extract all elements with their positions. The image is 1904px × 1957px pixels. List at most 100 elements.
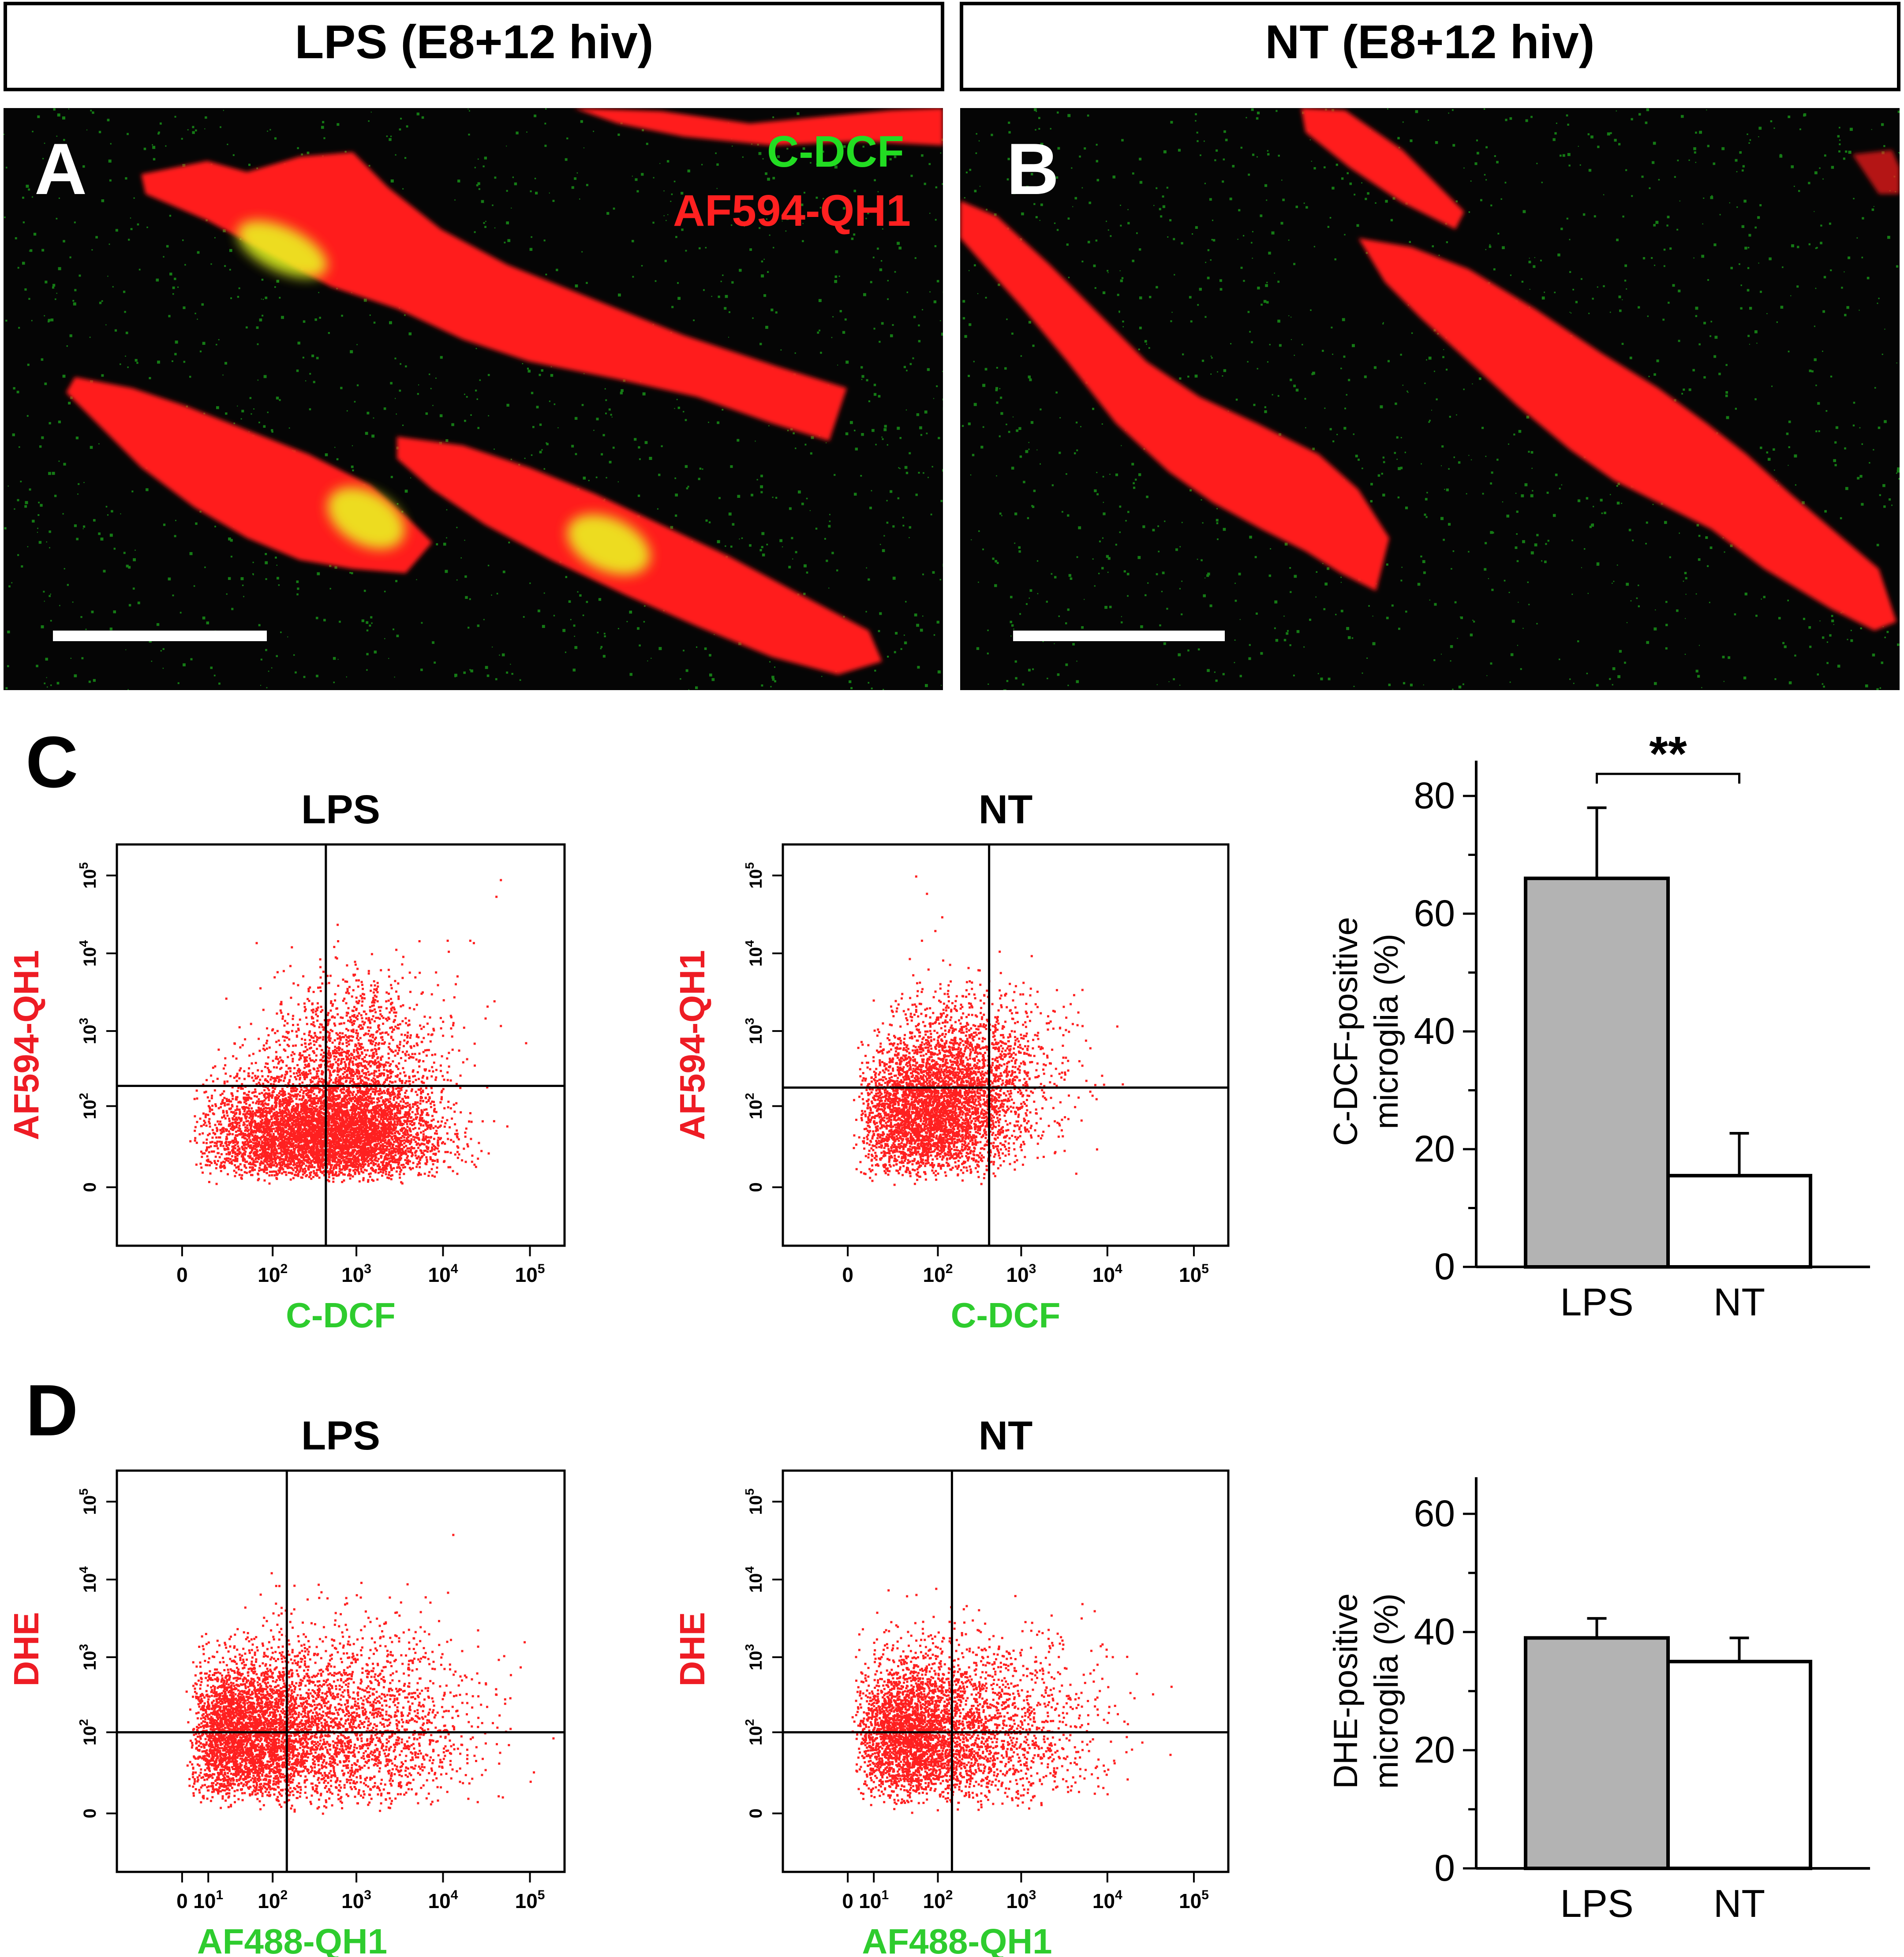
x-axis-label: AF488-QH1 xyxy=(197,1922,387,1957)
y-axis-label: AF594-QH1 xyxy=(7,950,46,1140)
scale-bar-b xyxy=(1013,631,1225,641)
bar-nt xyxy=(1666,1174,1812,1269)
y-tick-label: 20 xyxy=(1414,1128,1455,1169)
scatter-events xyxy=(185,1534,555,1815)
cell-yellow-overlap-a xyxy=(237,220,651,575)
x-axis-label: C-DCF xyxy=(951,1296,1061,1335)
scatter-events xyxy=(853,875,1124,1186)
scatter-title: LPS xyxy=(301,1413,380,1458)
y-tick-label: 60 xyxy=(1414,893,1455,934)
x-tick-label: 103 xyxy=(341,1262,371,1286)
micrograph-a: A C-DCF AF594-QH1 xyxy=(4,108,943,690)
y-tick-label: 0 xyxy=(1434,1847,1455,1889)
x-tick-label: 0 xyxy=(176,1263,188,1286)
y-axis-label-line: DHE-positive xyxy=(1327,1593,1365,1789)
x-tick-label: 104 xyxy=(428,1262,458,1286)
significance-marker: ** xyxy=(1649,727,1687,781)
scatter-title: LPS xyxy=(301,787,380,832)
x-axis-label: AF488-QH1 xyxy=(862,1922,1052,1957)
x-tick-label: 104 xyxy=(1092,1262,1122,1286)
x-tick-label: 104 xyxy=(1092,1888,1122,1912)
y-tick-label: 0 xyxy=(746,1808,766,1818)
y-axis-label: AF594-QH1 xyxy=(673,950,712,1140)
y-tick-label: 104 xyxy=(77,940,100,967)
x-tick-label: 104 xyxy=(428,1888,458,1912)
y-tick-label: 103 xyxy=(77,1018,100,1044)
scatter-title: NT xyxy=(979,1413,1033,1458)
legend-af594-qh1: AF594-QH1 xyxy=(673,186,911,235)
x-tick-label: 102 xyxy=(258,1888,288,1912)
x-tick-label: 102 xyxy=(258,1262,288,1286)
y-tick-label: 103 xyxy=(743,1644,766,1670)
header-box-a: LPS (E8+12 hiv) xyxy=(4,2,944,91)
x-tick-label: 0 xyxy=(842,1890,853,1912)
x-tick-label: 105 xyxy=(1179,1888,1209,1912)
scatter-title: NT xyxy=(979,787,1033,832)
y-tick-label: 0 xyxy=(80,1808,100,1818)
y-tick-label: 60 xyxy=(1414,1493,1455,1534)
significance-bracket xyxy=(1596,773,1740,784)
y-tick-label: 102 xyxy=(743,1093,766,1119)
x-category-label: NT xyxy=(1713,1280,1765,1324)
y-tick-label: 0 xyxy=(1434,1246,1455,1287)
scatter-plot-c-nt: 0 102 103 104 105 0 102 103 104 105 NT C-DCF AF594-Q… xyxy=(673,787,1230,1335)
y-axis-label: DHE xyxy=(7,1612,46,1687)
y-tick-label: 105 xyxy=(743,862,766,889)
y-tick-label: 105 xyxy=(77,1488,100,1515)
y-tick-label: 102 xyxy=(77,1719,100,1745)
scale-bar-a xyxy=(53,631,267,641)
x-tick-label: 103 xyxy=(1006,1888,1036,1912)
scatter-plot-d-lps: 0 101 102 103 104 1050102103104105LPSAF488-QH… xyxy=(7,1413,566,1957)
scatter-events xyxy=(189,879,527,1185)
bar-lps xyxy=(1524,1636,1670,1870)
cell-bodies-b xyxy=(960,108,1900,631)
y-tick-label: 0 xyxy=(80,1182,100,1192)
scatter-plot-d-nt: 0 101 102 103 104 105 0 102 103 104 105 NT AF488-QH1… xyxy=(673,1413,1230,1957)
bar-chart-c: 0 20 40 60 80 LPS NT C-DCF-positive microglia (%… xyxy=(1327,727,1870,1324)
x-category-label: LPS xyxy=(1560,1882,1633,1925)
x-tick-label: 105 xyxy=(1179,1262,1209,1286)
bar-chart-d: 0 20 40 60 LPS NT DHE-positive microglia (%) xyxy=(1327,1477,1870,1925)
x-axis-label: C-DCF xyxy=(286,1296,396,1335)
y-tick-label: 80 xyxy=(1414,775,1455,816)
y-tick-label: 0 xyxy=(746,1182,766,1192)
bar-lps xyxy=(1524,876,1670,1269)
x-tick-label: 102 xyxy=(923,1888,953,1912)
y-tick-label: 102 xyxy=(77,1093,100,1119)
y-axis-label-line: microglia (%) xyxy=(1368,934,1405,1129)
legend-c-dcf: C-DCF xyxy=(767,127,904,176)
x-tick-label: 101 xyxy=(193,1888,223,1912)
y-tick-label: 104 xyxy=(743,1566,766,1593)
plot-frame xyxy=(782,1469,1230,1873)
header-box-b: NT (E8+12 hiv) xyxy=(960,2,1900,91)
x-tick-label: 101 xyxy=(859,1888,889,1912)
y-axis-label-line: microglia (%) xyxy=(1368,1593,1405,1789)
x-tick-label: 0 xyxy=(842,1263,853,1286)
panel-letter-a: A xyxy=(34,128,87,209)
bar-nt xyxy=(1666,1660,1812,1870)
plot-frame xyxy=(116,843,566,1247)
x-tick-label: 103 xyxy=(1006,1262,1036,1286)
y-tick-label: 40 xyxy=(1414,1010,1455,1052)
y-tick-label: 104 xyxy=(77,1566,100,1593)
x-category-label: NT xyxy=(1713,1882,1765,1925)
y-tick-label: 103 xyxy=(743,1018,766,1044)
y-tick-label: 103 xyxy=(77,1644,100,1670)
scatter-plot-c-lps: 0 102 103 104 105 0 102 103 104 105 LPS C-DCF AF594-… xyxy=(7,787,566,1335)
x-category-label: LPS xyxy=(1560,1280,1633,1324)
x-tick-label: 103 xyxy=(341,1888,371,1912)
x-tick-label: 0 xyxy=(176,1890,188,1912)
plot-frame xyxy=(782,843,1230,1247)
y-tick-label: 104 xyxy=(743,940,766,967)
panel-letter-c: C xyxy=(26,721,78,803)
y-tick-label: 105 xyxy=(743,1488,766,1515)
y-tick-label: 102 xyxy=(743,1719,766,1745)
panel-letter-d: D xyxy=(26,1370,78,1451)
x-tick-label: 102 xyxy=(923,1262,953,1286)
y-tick-label: 105 xyxy=(77,862,100,889)
y-axis-label-line: C-DCF-positive xyxy=(1327,917,1365,1146)
x-tick-label: 105 xyxy=(515,1262,545,1286)
scatter-events xyxy=(851,1587,1173,1814)
header-a-text: LPS (E8+12 hiv) xyxy=(295,15,653,68)
